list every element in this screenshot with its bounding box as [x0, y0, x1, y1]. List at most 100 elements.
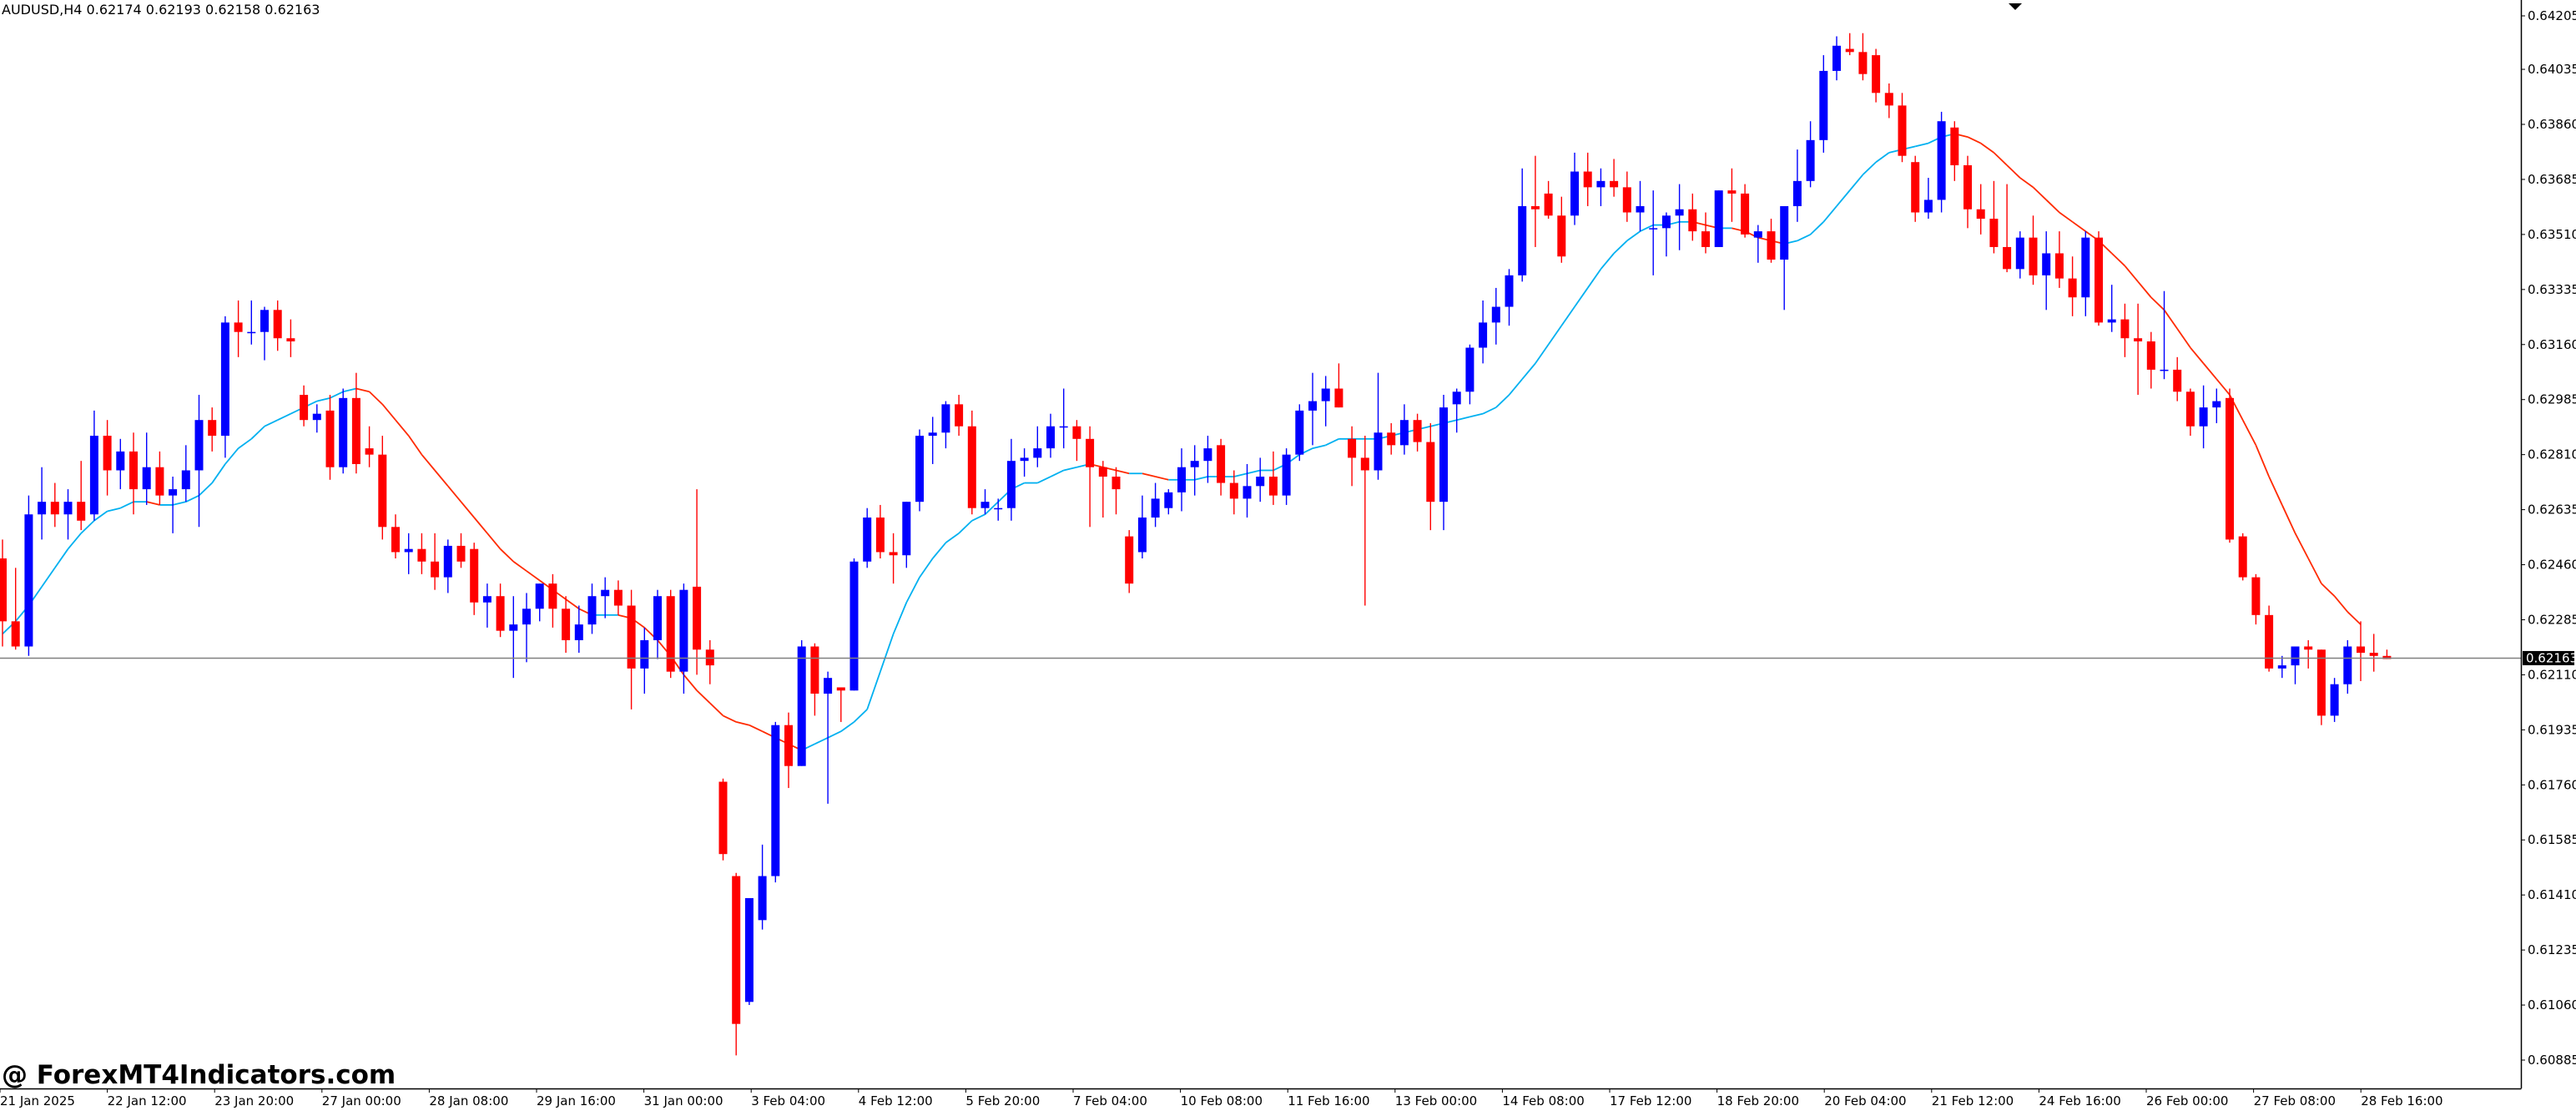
candle: [535, 583, 544, 622]
candle: [404, 533, 413, 574]
candle-body: [1072, 426, 1081, 439]
candle-body: [2081, 237, 2090, 298]
candle: [1845, 33, 1854, 56]
candle: [181, 445, 190, 502]
candle-body: [1832, 45, 1841, 71]
candle: [1610, 159, 1619, 197]
candle-body: [980, 502, 990, 508]
candle: [496, 583, 505, 638]
candle-body: [574, 624, 583, 640]
candle: [1399, 404, 1409, 455]
candle: [613, 580, 623, 615]
candle-body: [1033, 448, 1042, 458]
chart-shift-marker-icon[interactable]: [2009, 3, 2022, 10]
ma-segment: [2202, 362, 2217, 380]
ma-segment: [1521, 362, 1536, 380]
candle-body: [38, 502, 47, 515]
price-label: 0.62810: [2528, 447, 2576, 462]
candle: [941, 401, 950, 449]
candle: [2160, 290, 2169, 380]
candle-body: [1845, 48, 1854, 53]
candle: [1452, 388, 1461, 433]
candle-body: [522, 609, 531, 625]
candle-body: [2316, 649, 2326, 716]
candle-body: [2015, 237, 2024, 270]
ma-segment: [93, 510, 108, 522]
candle: [1872, 48, 1881, 103]
candle: [2134, 303, 2143, 396]
candle-body: [2277, 665, 2286, 669]
ma-segment: [945, 533, 960, 543]
ma-segment: [2294, 533, 2309, 559]
candle-body: [1518, 205, 1527, 275]
candle-body: [1426, 442, 1435, 502]
ma-segment: [80, 520, 95, 534]
candle: [1308, 372, 1317, 446]
candle-body: [1046, 426, 1055, 449]
candle: [548, 573, 557, 628]
ma-segment: [2072, 221, 2086, 232]
candle: [1819, 55, 1828, 153]
time-label: 11 Feb 16:00: [1288, 1093, 1369, 1108]
candle-body: [169, 489, 178, 496]
ma-segment: [853, 709, 868, 723]
time-label: 27 Feb 08:00: [2254, 1093, 2336, 1108]
candle-body: [0, 558, 7, 622]
candle: [2095, 231, 2103, 326]
candle: [705, 639, 714, 684]
candle: [1321, 376, 1330, 427]
candle: [718, 778, 728, 861]
ma-segment: [2190, 346, 2205, 364]
ma-segment: [1626, 230, 1641, 242]
candle: [2343, 639, 2352, 694]
candle: [863, 508, 872, 568]
candle-body: [2251, 577, 2261, 615]
ma-segment: [1993, 152, 2008, 166]
ma-segment: [1875, 152, 1890, 163]
time-axis: 21 Jan 2025 22 Jan 12:00 23 Jan 20:00 27 Ja…: [0, 1088, 2443, 1108]
candle-body: [1976, 209, 1985, 220]
price-label: 0.62460: [2528, 558, 2576, 573]
candle: [1348, 426, 1357, 487]
ma-segment: [1482, 407, 1497, 415]
ma-segment: [971, 513, 986, 522]
time-label: 23 Jan 20:00: [214, 1093, 294, 1108]
ma-segment: [2059, 211, 2074, 223]
candle: [247, 300, 256, 345]
time-label: 29 Jan 16:00: [537, 1093, 616, 1108]
candle: [2185, 388, 2195, 437]
candle-body: [1452, 391, 1461, 405]
candle: [758, 844, 767, 930]
ma-segment: [67, 533, 82, 550]
candle-body: [1020, 457, 1029, 462]
candle-body: [627, 605, 636, 669]
candle: [1898, 93, 1907, 163]
candle: [2212, 388, 2221, 423]
candle-body: [194, 420, 204, 471]
ma-segment: [2019, 177, 2034, 189]
candle: [2277, 655, 2286, 679]
candle-body: [902, 502, 911, 556]
candle: [1177, 448, 1186, 512]
candle-body: [875, 518, 885, 553]
candle-body: [1203, 448, 1212, 462]
candle: [2330, 678, 2339, 722]
candle-body: [1596, 180, 1606, 188]
ma-segment: [1640, 224, 1654, 232]
candle-body: [1753, 231, 1762, 238]
candle: [601, 577, 610, 619]
time-label: 10 Feb 08:00: [1181, 1093, 1263, 1108]
candle-body: [718, 781, 728, 855]
candle: [928, 417, 937, 464]
candle: [2316, 649, 2326, 725]
candle-body: [1583, 171, 1592, 188]
candle-body: [1923, 199, 1933, 213]
ma-segment: [749, 724, 763, 733]
ma-segment: [565, 598, 580, 610]
candle: [431, 533, 440, 590]
candle: [2120, 303, 2130, 357]
candle: [679, 583, 688, 694]
candle-body: [810, 646, 819, 694]
